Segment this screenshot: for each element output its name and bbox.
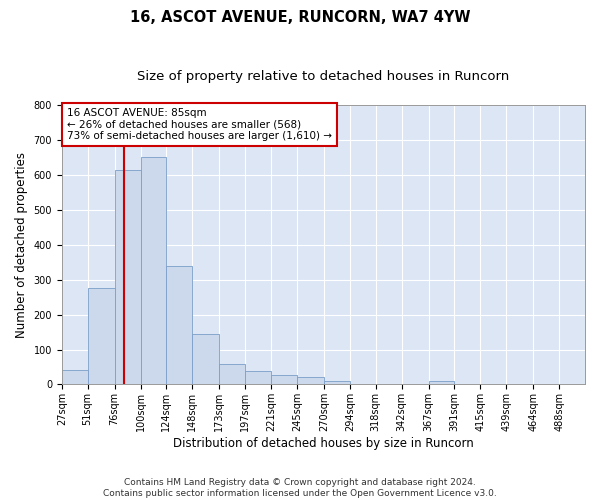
Bar (219, 364, 245, 384)
Bar (193, 334, 219, 384)
Bar (88, 288, 115, 384)
Title: Size of property relative to detached houses in Runcorn: Size of property relative to detached ho… (137, 70, 509, 83)
Bar (297, 376, 324, 384)
Text: Contains HM Land Registry data © Crown copyright and database right 2024.
Contai: Contains HM Land Registry data © Crown c… (103, 478, 497, 498)
Bar (271, 374, 297, 384)
Y-axis label: Number of detached properties: Number of detached properties (15, 152, 28, 338)
Text: 16, ASCOT AVENUE, RUNCORN, WA7 4YW: 16, ASCOT AVENUE, RUNCORN, WA7 4YW (130, 10, 470, 25)
Bar (62, 370, 88, 384)
Bar (245, 371, 271, 384)
Bar (140, 158, 166, 384)
Bar (166, 266, 193, 384)
X-axis label: Distribution of detached houses by size in Runcorn: Distribution of detached houses by size … (173, 437, 474, 450)
Bar (428, 381, 454, 384)
Bar (324, 381, 350, 384)
Bar (115, 170, 140, 384)
Text: 16 ASCOT AVENUE: 85sqm
← 26% of detached houses are smaller (568)
73% of semi-de: 16 ASCOT AVENUE: 85sqm ← 26% of detached… (67, 108, 332, 141)
